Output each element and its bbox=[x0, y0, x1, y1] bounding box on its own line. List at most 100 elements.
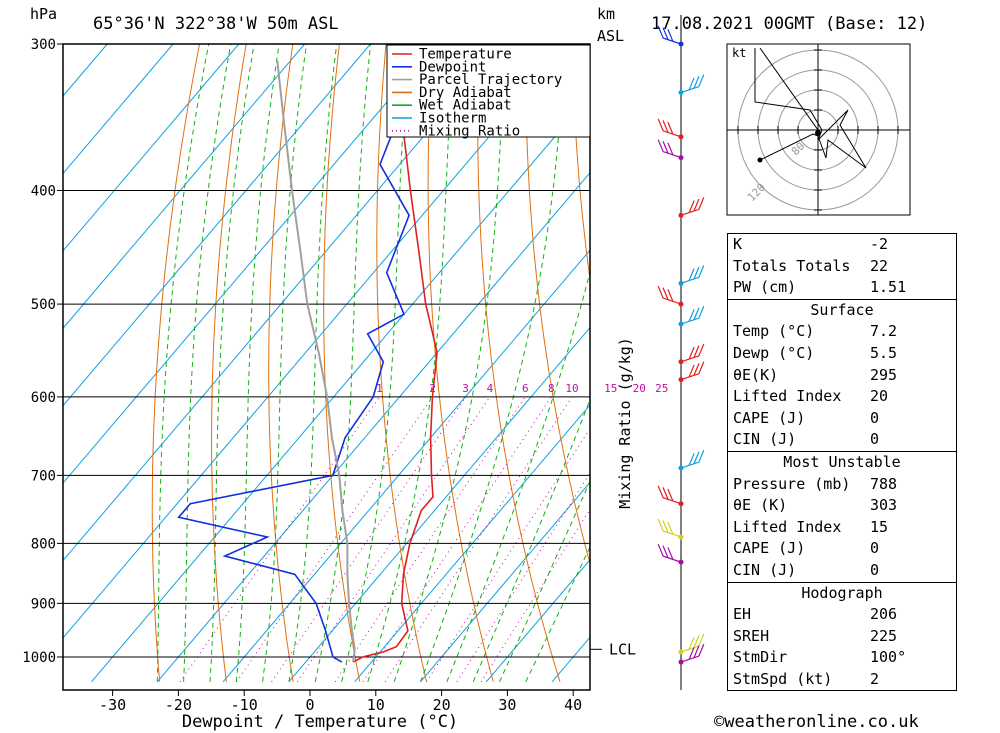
mixing-ratio-line bbox=[271, 396, 467, 683]
stmspd-value: 2 bbox=[870, 669, 880, 688]
surface-cin-label: CIN (J) bbox=[733, 430, 797, 449]
dry-adiabat-line bbox=[323, 44, 361, 682]
wind-barb-shaft bbox=[662, 497, 682, 505]
wind-barb-flag bbox=[657, 118, 664, 132]
wind-barb-shaft bbox=[680, 276, 700, 284]
hodograph bbox=[727, 44, 910, 215]
isotherm-line bbox=[420, 481, 590, 683]
temperature-axis: -30 -20 -10 0 10 20 30 40 bbox=[99, 690, 582, 714]
isotherm-line bbox=[63, 44, 240, 252]
wind-barb-flag bbox=[657, 518, 664, 532]
isotherm-line bbox=[63, 44, 569, 639]
wind-barb-flag bbox=[693, 645, 700, 658]
pressure-tick-label: 700 bbox=[31, 468, 56, 484]
wind-barb-flag bbox=[688, 309, 695, 322]
surface-cape-label: CAPE (J) bbox=[733, 408, 806, 427]
mixing-ratio-label: 15 bbox=[604, 382, 617, 395]
wind-barb-shaft bbox=[662, 530, 682, 538]
wind-barb-flag bbox=[688, 268, 695, 281]
dry-adiabat-line bbox=[151, 44, 200, 682]
isotherm-line bbox=[63, 44, 437, 484]
wet-adiabat-line bbox=[235, 44, 280, 682]
profile-lines bbox=[177, 44, 438, 663]
wind-barb-flag bbox=[667, 121, 674, 135]
wind-barb-flag bbox=[698, 343, 705, 357]
wind-barb-flag bbox=[667, 547, 674, 560]
pressure-tick-label: 300 bbox=[31, 37, 56, 53]
surface-theta-value: 295 bbox=[870, 365, 898, 384]
wind-barb-flag bbox=[657, 285, 664, 299]
pressure-unit-label: hPa bbox=[30, 5, 57, 23]
temperature-tick-label: -30 bbox=[99, 696, 126, 714]
legend-label: Dewpoint bbox=[419, 59, 486, 75]
k-label: K bbox=[733, 235, 743, 253]
mixing-ratio-label: 3 bbox=[462, 382, 469, 395]
wind-barb-flag bbox=[657, 25, 664, 39]
mixing-ratio-line bbox=[296, 396, 491, 683]
wet-adiabat-line bbox=[183, 44, 232, 682]
dry-adiabat-line bbox=[427, 44, 494, 682]
tt-row: Totals Totals 22 bbox=[728, 256, 956, 278]
wind-barb-flag bbox=[667, 488, 674, 502]
surface-dewp-value: 5.5 bbox=[870, 343, 898, 362]
dry-adiabat-line bbox=[477, 44, 561, 682]
wet-adiabat-line bbox=[472, 398, 590, 683]
wind-profile bbox=[657, 15, 705, 690]
wind-barb-shaft bbox=[680, 317, 700, 325]
legend-box bbox=[386, 44, 591, 138]
wind-barb-flag bbox=[688, 647, 695, 660]
wind-barb-flag bbox=[662, 520, 669, 533]
wind-barb-flag bbox=[693, 635, 700, 648]
eh-label: EH bbox=[733, 605, 752, 624]
stmdir-label: StmDir bbox=[733, 648, 788, 667]
wind-barb-flag bbox=[693, 363, 700, 376]
surface-theta-label: θE(K) bbox=[733, 365, 779, 384]
sreh-label: SREH bbox=[733, 626, 770, 645]
wind-barb-flag bbox=[688, 636, 695, 650]
mixing-ratio-label: 8 bbox=[548, 382, 555, 395]
legend-label: Dry Adiabat bbox=[419, 85, 512, 101]
mixing-ratio-line bbox=[384, 396, 573, 683]
wind-barb-flag bbox=[698, 643, 705, 657]
mixing-ratio-line bbox=[480, 508, 590, 683]
hodograph-section: Hodograph EH 206 SREH 225 StmDir 100° StmSp… bbox=[728, 581, 956, 691]
indices-table: K -2 Totals Totals 22 PW (cm) 1.51 Surface … bbox=[727, 233, 957, 692]
wind-barb-shaft bbox=[680, 85, 700, 94]
sreh-value: 225 bbox=[870, 626, 898, 645]
isotherm-line bbox=[63, 44, 371, 407]
wind-barb-flag bbox=[688, 200, 695, 213]
wet-adiabat-line bbox=[420, 44, 566, 682]
wind-barb-flag bbox=[662, 545, 669, 559]
mixing-ratio-line bbox=[362, 396, 552, 683]
wind-barb-flag bbox=[688, 453, 695, 466]
wind-barb-flag bbox=[662, 287, 669, 300]
wind-barb-flag bbox=[698, 305, 705, 319]
temperature-tick-label: -10 bbox=[231, 696, 258, 714]
temperature-tick-label: 20 bbox=[433, 696, 451, 714]
legend-label: Isotherm bbox=[419, 111, 486, 127]
mixing-ratio-line bbox=[456, 472, 590, 683]
isotherm-line bbox=[354, 404, 590, 683]
surface-temp-value: 7.2 bbox=[870, 322, 898, 341]
legend-label: Mixing Ratio bbox=[419, 123, 520, 139]
mu-theta-value: 303 bbox=[870, 496, 898, 515]
mixing-ratio-labels: 1 2 3 4 6 8 10 15 20 25 bbox=[376, 382, 668, 395]
wind-barb-shaft bbox=[662, 297, 682, 305]
wind-barb-flag bbox=[693, 75, 700, 89]
wind-barb-flag bbox=[688, 77, 695, 91]
isotherm-line bbox=[63, 44, 306, 330]
tt-value: 22 bbox=[870, 256, 889, 275]
hodo-end-point bbox=[757, 157, 763, 163]
pw-row: PW (cm) 1.51 bbox=[728, 277, 956, 299]
pressure-tick-label: 500 bbox=[31, 297, 56, 313]
wet-adiabat-line bbox=[209, 44, 255, 682]
wind-barb-flag bbox=[657, 139, 664, 152]
isotherm-line bbox=[0, 44, 41, 682]
plot-body bbox=[0, 44, 590, 683]
hodograph-title: Hodograph bbox=[801, 583, 883, 602]
wind-barb-flag bbox=[698, 449, 705, 463]
pw-value: 1.51 bbox=[870, 278, 907, 297]
isotherm-line bbox=[288, 326, 590, 683]
mixing-ratio-label: 6 bbox=[522, 382, 529, 395]
wind-barb-shaft bbox=[680, 208, 700, 216]
